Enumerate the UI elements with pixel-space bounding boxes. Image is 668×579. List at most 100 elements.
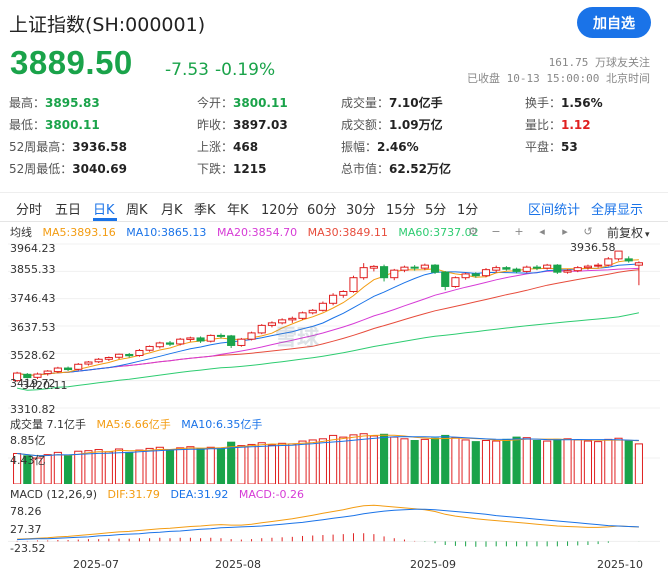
volume-label: 成交量 7.1亿手 [10, 418, 86, 431]
stat-high: 最高：3895.83 [9, 96, 100, 110]
candle-body [135, 349, 144, 356]
volume-bar [430, 437, 440, 484]
volume-bar [206, 446, 215, 484]
candle-body [604, 258, 613, 266]
stat-open: 今开：3800.11 [197, 96, 288, 110]
volume-bar [522, 437, 531, 484]
volume-bar [563, 438, 572, 484]
volume-bar [278, 442, 287, 484]
volume-bar [237, 445, 246, 484]
scroll-right-icon[interactable]: ▸ [562, 224, 568, 238]
kline-chart[interactable] [8, 242, 660, 410]
settings-icon[interactable]: ⚙ [468, 224, 478, 238]
candle-body [400, 266, 409, 271]
candle-body [594, 264, 603, 267]
candle-body [461, 273, 470, 279]
tab-5min[interactable]: 5分 [425, 203, 447, 218]
volume-bar [532, 439, 542, 484]
scroll-left-icon[interactable]: ◂ [539, 224, 545, 238]
candle-body [614, 250, 623, 260]
volume-bar [186, 446, 195, 484]
zoom-in-icon[interactable]: + [514, 224, 524, 238]
volume-bar [135, 449, 144, 484]
reset-icon[interactable]: ↺ [583, 224, 593, 238]
volume-bar [104, 451, 113, 484]
watermark-logo: 雪球 [275, 326, 320, 351]
tab-30min[interactable]: 30分 [346, 203, 376, 218]
zoom-out-icon[interactable]: − [491, 224, 501, 238]
tab-15min[interactable]: 15分 [386, 203, 416, 218]
x-axis-label: 2025-09 [410, 558, 456, 571]
stat-amplitude: 振幅：2.46% [341, 140, 419, 154]
tab-weekly-k[interactable]: 周K [126, 203, 148, 218]
stat-volume: 成交量：7.10亿手 [341, 96, 443, 110]
volume-bar [390, 436, 399, 484]
tab-monthly-k[interactable]: 月K [161, 203, 183, 218]
candle-body [543, 264, 552, 269]
interval-stats-link[interactable]: 区间统计 [528, 203, 581, 218]
volume-bar [247, 443, 256, 484]
change-value: -7.53 [165, 60, 209, 80]
volume-bar [492, 440, 501, 484]
candle-body [104, 357, 113, 360]
followers-count: 161.75 万球友关注 [548, 56, 650, 69]
stat-down-count: 下跌：1215 [197, 162, 267, 176]
fullscreen-link[interactable]: 全屏显示 [591, 203, 644, 218]
candle-body [318, 302, 327, 311]
tab-quarterly-k[interactable]: 季K [194, 203, 216, 218]
volume-bar [43, 454, 52, 484]
candle-body [227, 335, 236, 346]
tab-daily-k[interactable]: 日K [93, 203, 115, 218]
volume-bar [267, 444, 277, 484]
macd-chart[interactable] [8, 504, 660, 554]
candle-body [114, 353, 124, 358]
tab-intraday[interactable]: 分时 [16, 203, 43, 218]
candle-body [206, 334, 215, 342]
volume-bar [420, 438, 429, 484]
volume-bar [94, 449, 103, 484]
tab-five-day[interactable]: 五日 [55, 203, 82, 218]
candle-body [502, 267, 511, 270]
ma10-line [16, 263, 639, 376]
x-axis-label: 2025-07 [73, 558, 119, 571]
candle-body [74, 363, 83, 370]
candle-body [84, 361, 93, 365]
tab-yearly-k[interactable]: 年K [227, 203, 249, 218]
volume-bar [400, 438, 409, 484]
stat-52w-high: 52周最高：3936.58 [9, 140, 127, 154]
volume-bar [614, 437, 623, 484]
low-annotation: 3420.11 [22, 379, 68, 392]
volume-bar [53, 451, 62, 484]
candle-body [13, 372, 22, 382]
volume-bar [63, 454, 73, 484]
ma5-legend: MA5:3893.16 [42, 226, 116, 239]
tab-1min[interactable]: 1分 [457, 203, 479, 218]
volume-bar [349, 434, 358, 484]
adjust-select[interactable]: 前复权 ▾ [607, 226, 650, 240]
ma60-line [16, 312, 640, 391]
candle-body [512, 268, 521, 272]
candle-body [257, 324, 266, 334]
x-axis-label: 2025-10 [597, 558, 643, 571]
x-axis-label: 2025-08 [215, 558, 261, 571]
macd-legend: MACD (12,26,9) DIF:31.79 DEA:31.92 MACD:… [10, 488, 311, 501]
candle-body [53, 367, 62, 373]
candle-body [430, 264, 440, 273]
stat-market-cap: 总市值：62.52万亿 [341, 162, 451, 176]
volume-bar [502, 438, 511, 484]
volume-bar [257, 442, 266, 484]
volume-bar [451, 437, 460, 484]
high-annotation: 3936.58 [570, 241, 616, 254]
tab-60min[interactable]: 60分 [307, 203, 337, 218]
tab-120min[interactable]: 120分 [261, 203, 299, 218]
change-percent: -0.19% [215, 60, 276, 80]
candle-body [308, 309, 317, 314]
ma20-legend: MA20:3854.70 [216, 226, 298, 239]
add-watchlist-button[interactable]: 加自选 [577, 7, 651, 38]
volume-bar [410, 439, 419, 484]
candle-body [451, 277, 460, 287]
volume-bar [288, 443, 297, 484]
k-y-tick: 3310.82 [10, 403, 56, 416]
vol-ma10-legend: MA10:6.35亿手 [181, 418, 263, 431]
volume-chart[interactable] [8, 432, 660, 484]
